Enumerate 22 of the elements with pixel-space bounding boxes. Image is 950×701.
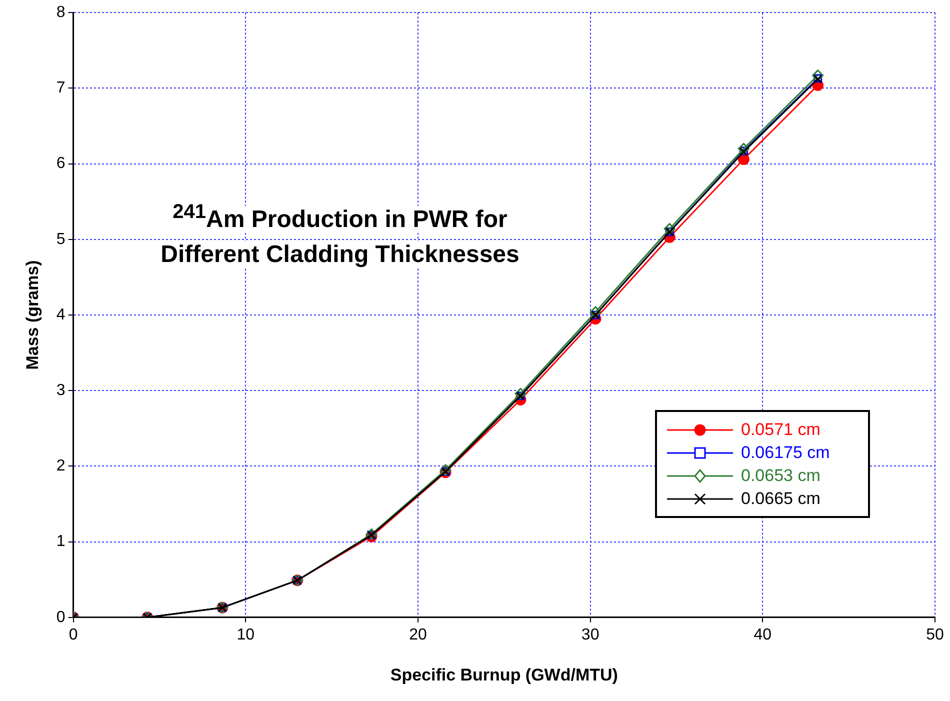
y-tick-label: 4 bbox=[56, 306, 66, 324]
x-tick-label: 20 bbox=[409, 626, 427, 644]
x-axis-title: Specific Burnup (GWd/MTU) bbox=[390, 665, 618, 684]
legend-label: 0.0571 cm bbox=[741, 420, 820, 440]
x-tick-label: 0 bbox=[68, 626, 78, 644]
x-tick-label: 40 bbox=[754, 626, 772, 644]
y-axis-title: Mass (grams) bbox=[22, 260, 42, 370]
y-tick-label: 7 bbox=[56, 80, 66, 97]
y-tick-label: 0 bbox=[56, 608, 66, 626]
y-tick-label: 2 bbox=[56, 458, 66, 475]
legend-label: 0.06175 cm bbox=[741, 442, 830, 462]
y-tick-label: 8 bbox=[56, 4, 66, 22]
y-tick-label: 3 bbox=[56, 382, 66, 400]
legend-label: 0.0653 cm bbox=[741, 466, 820, 486]
x-tick-label: 50 bbox=[926, 626, 944, 644]
text: $^{241}$Am Production in PWR for Different Cladding Thicknesses bbox=[160, 201, 520, 268]
x-tick-label: 10 bbox=[236, 626, 255, 644]
legend-label: 0.0665 cm bbox=[741, 488, 820, 508]
x-tick-label: 30 bbox=[581, 626, 600, 644]
y-tick-label: 6 bbox=[56, 155, 66, 172]
y-tick-label: 1 bbox=[56, 533, 66, 550]
y-tick-label: 5 bbox=[56, 230, 66, 248]
